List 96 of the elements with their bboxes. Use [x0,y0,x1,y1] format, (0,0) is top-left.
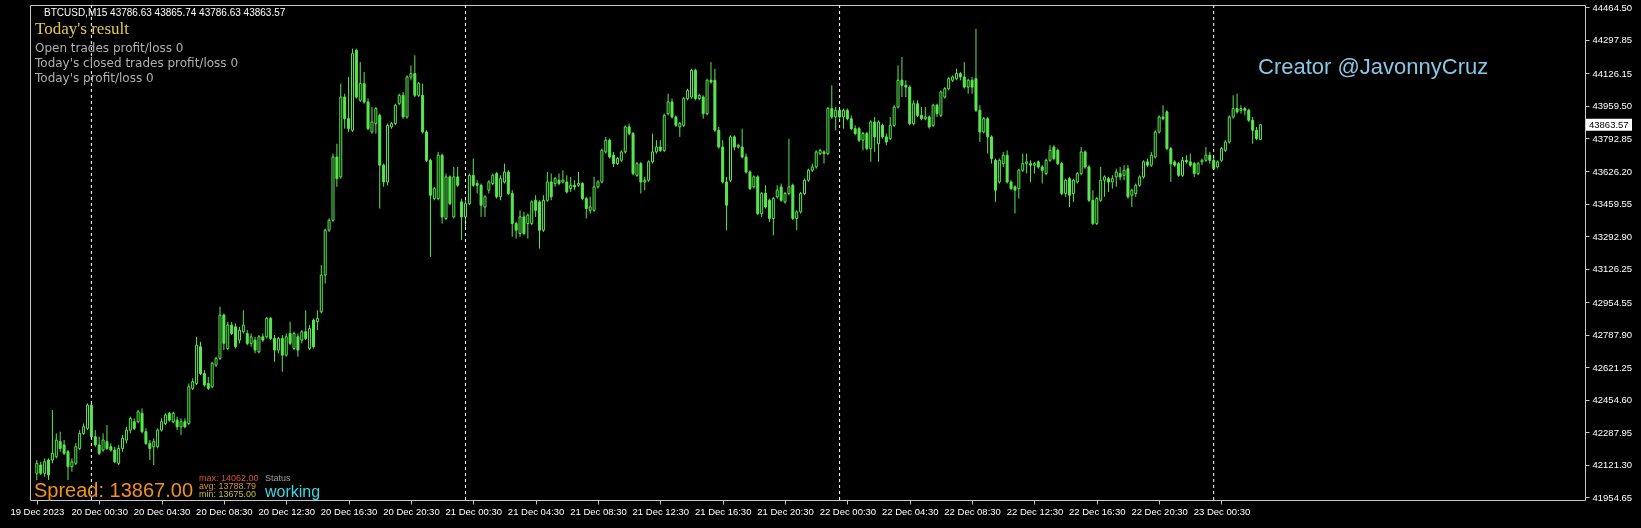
annotation: avg: 13788.79 [199,481,257,491]
annotation: Today's closed trades profit/loss 0 [34,56,239,70]
y-tick-label: 43126.25 [1592,263,1633,275]
candlestick [1235,93,1239,115]
candlestick [499,174,503,201]
candlestick [43,457,47,478]
x-tick-label: 19 Dec 2023 [10,505,65,517]
candlestick [1068,176,1071,208]
x-tick-label: 22 Dec 08:30 [944,505,1001,517]
candlestick [54,432,58,459]
x-tick-label: 20 Dec 00:30 [71,505,128,517]
candlestick [861,131,865,151]
chart-title: BTCUSD,M15 43786.63 43865.74 43786.63 43863.57 [44,7,286,18]
y-tick-label: 42787.90 [1592,329,1633,341]
candlestick [265,316,269,340]
candlestick [608,138,612,160]
candlestick [962,61,966,90]
candlestick [1114,168,1118,188]
x-tick-label: 21 Dec 16:30 [694,505,752,517]
candlestick [814,149,818,170]
candlestick [479,183,483,218]
x-tick-label: 20 Dec 16:30 [320,505,378,517]
candlestick [257,334,261,354]
candlestick [105,424,109,451]
annotation: Open trades profit/loss 0 [35,41,184,55]
x-tick-label: 20 Dec 20:30 [383,505,440,517]
y-tick-label: 42121.30 [1592,459,1633,471]
candlestick [834,106,838,131]
candlestick [35,459,39,481]
candlestick [592,176,596,213]
candlestick [771,196,775,236]
candlestick [518,209,522,238]
candlestick [779,183,783,203]
candlestick [522,211,526,236]
annotation: Today's result [35,19,130,38]
candlestick [413,54,417,98]
x-tick-label: 20 Dec 04:30 [133,505,191,517]
x-tick-label: 22 Dec 20:30 [1131,505,1188,517]
annotation: Spread: 13867.00 [34,479,194,501]
candlestick [393,103,397,126]
candlestick [1204,146,1208,163]
candlestick [460,198,464,241]
y-tick-label: 43959.50 [1592,100,1633,112]
y-tick-label: 42454.60 [1592,394,1633,406]
annotation: Today's profit/loss 0 [34,71,154,85]
candlestick [47,457,51,481]
candlestick [179,417,183,436]
x-tick-label: 21 Dec 12:30 [632,505,690,517]
candlestick [210,361,214,389]
x-tick-label: 22 Dec 04:30 [881,505,939,517]
y-tick-label: 42621.25 [1592,361,1633,373]
annotation: Status [265,473,292,483]
candlestick [931,103,935,128]
candlestick [639,161,643,194]
annotation: min: 13675.00 [199,489,257,499]
text: 43863.57 [1589,118,1629,130]
x-tick-label: 21 Dec 20:30 [757,505,814,517]
y-tick-label: 44464.50 [1592,1,1633,13]
candlestick [296,332,300,358]
candlestick [530,199,534,226]
candlestick [97,436,101,456]
annotation: Creator @JavonnyCruz [1258,54,1489,79]
candlestick [939,89,943,118]
x-tick-label: 22 Dec 16:30 [1069,505,1126,517]
y-tick-label: 43459.55 [1592,198,1633,210]
y-tick-label: 44297.85 [1592,34,1633,46]
x-tick-label: 23 Dec 00:30 [1193,505,1251,517]
x-tick-label: 21 Dec 04:30 [507,505,565,517]
candlestick [495,171,499,200]
x-tick-label: 20 Dec 12:30 [258,505,315,517]
x-tick-label: 22 Dec 12:30 [1006,505,1064,517]
x-tick-label: 20 Dec 08:30 [196,505,253,517]
candlestick [986,116,990,155]
candlestick [1040,164,1044,185]
y-tick-label: 44126.15 [1592,67,1633,79]
y-tick-label: 43292.90 [1592,230,1633,242]
candlestick [1025,153,1029,175]
x-tick-label: 22 Dec 00:30 [819,505,877,517]
candlestick [549,173,553,201]
annotation: max: 14062.00 [199,473,259,483]
candlestick [280,334,284,373]
candlestick [1239,104,1243,115]
y-tick-label: 41954.65 [1592,491,1633,503]
candlestick [308,324,312,351]
candlestick [58,431,62,453]
annotation: working [264,483,321,500]
candlestick [557,173,561,186]
candlestick [873,116,877,153]
y-tick-label: 42287.95 [1592,426,1633,438]
y-tick-label: 42954.55 [1592,296,1633,308]
candlestick [175,416,179,431]
x-tick-label: 21 Dec 08:30 [570,505,627,517]
y-tick-label: 43626.20 [1592,165,1633,177]
x-tick-label: 21 Dec 00:30 [445,505,503,517]
y-tick-label: 43792.85 [1592,132,1633,144]
candlestick [666,93,670,116]
